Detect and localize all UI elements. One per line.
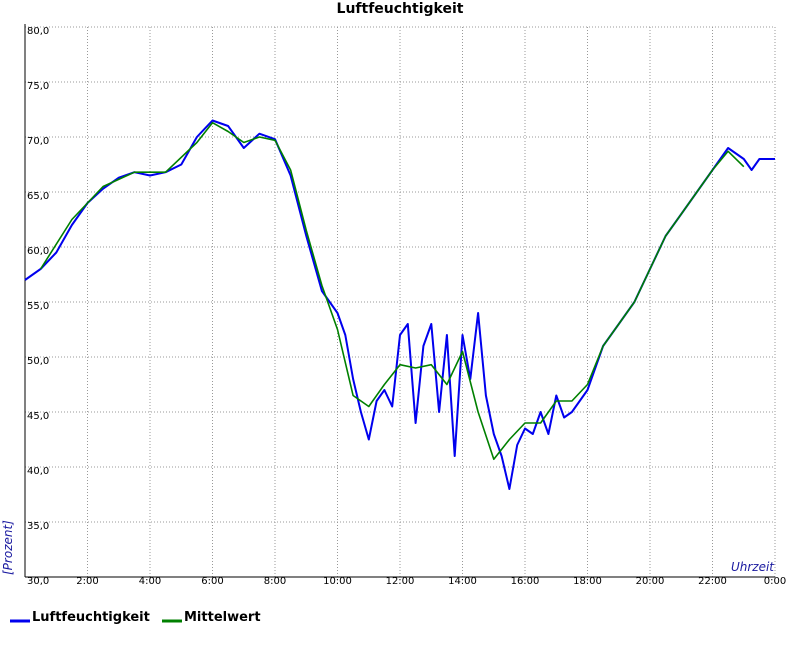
x-tick-label: 4:00 <box>139 576 161 587</box>
legend-label: Mittelwert <box>184 610 261 625</box>
x-tick-label: 2:00 <box>76 576 98 587</box>
y-tick-label: 75,0 <box>27 81 49 92</box>
line-series <box>24 119 775 490</box>
y-axis-label: [Prozent] <box>1 520 15 575</box>
y-tick-label: 70,0 <box>27 136 49 147</box>
y-tick-label: 45,0 <box>27 411 49 422</box>
y-tick-label: 55,0 <box>27 301 49 312</box>
chart-title: Luftfeuchtigkeit <box>337 1 464 17</box>
y-tick-label: 40,0 <box>27 466 49 477</box>
line-series <box>39 121 745 461</box>
x-tick-label: 8:00 <box>264 576 286 587</box>
x-tick-label: 20:00 <box>636 576 665 587</box>
x-tick-label: 0:00 <box>764 576 786 587</box>
y-tick-label: 50,0 <box>27 356 49 367</box>
x-axis-label: Uhrzeit <box>731 560 775 574</box>
x-tick-label: 22:00 <box>698 576 727 587</box>
y-tick-label: 80,0 <box>27 26 49 37</box>
x-tick-label: 14:00 <box>448 576 477 587</box>
x-tick-label: 6:00 <box>201 576 223 587</box>
x-tick-label: 16:00 <box>511 576 540 587</box>
x-tick-label: 12:00 <box>386 576 415 587</box>
y-tick-label: 35,0 <box>27 521 49 532</box>
x-tick-label: 10:00 <box>323 576 352 587</box>
y-tick-label: 60,0 <box>27 246 49 257</box>
legend-label: Luftfeuchtigkeit <box>32 610 150 625</box>
y-tick-label: 65,0 <box>27 191 49 202</box>
y-tick-label: 30,0 <box>27 576 49 587</box>
x-tick-label: 18:00 <box>573 576 602 587</box>
